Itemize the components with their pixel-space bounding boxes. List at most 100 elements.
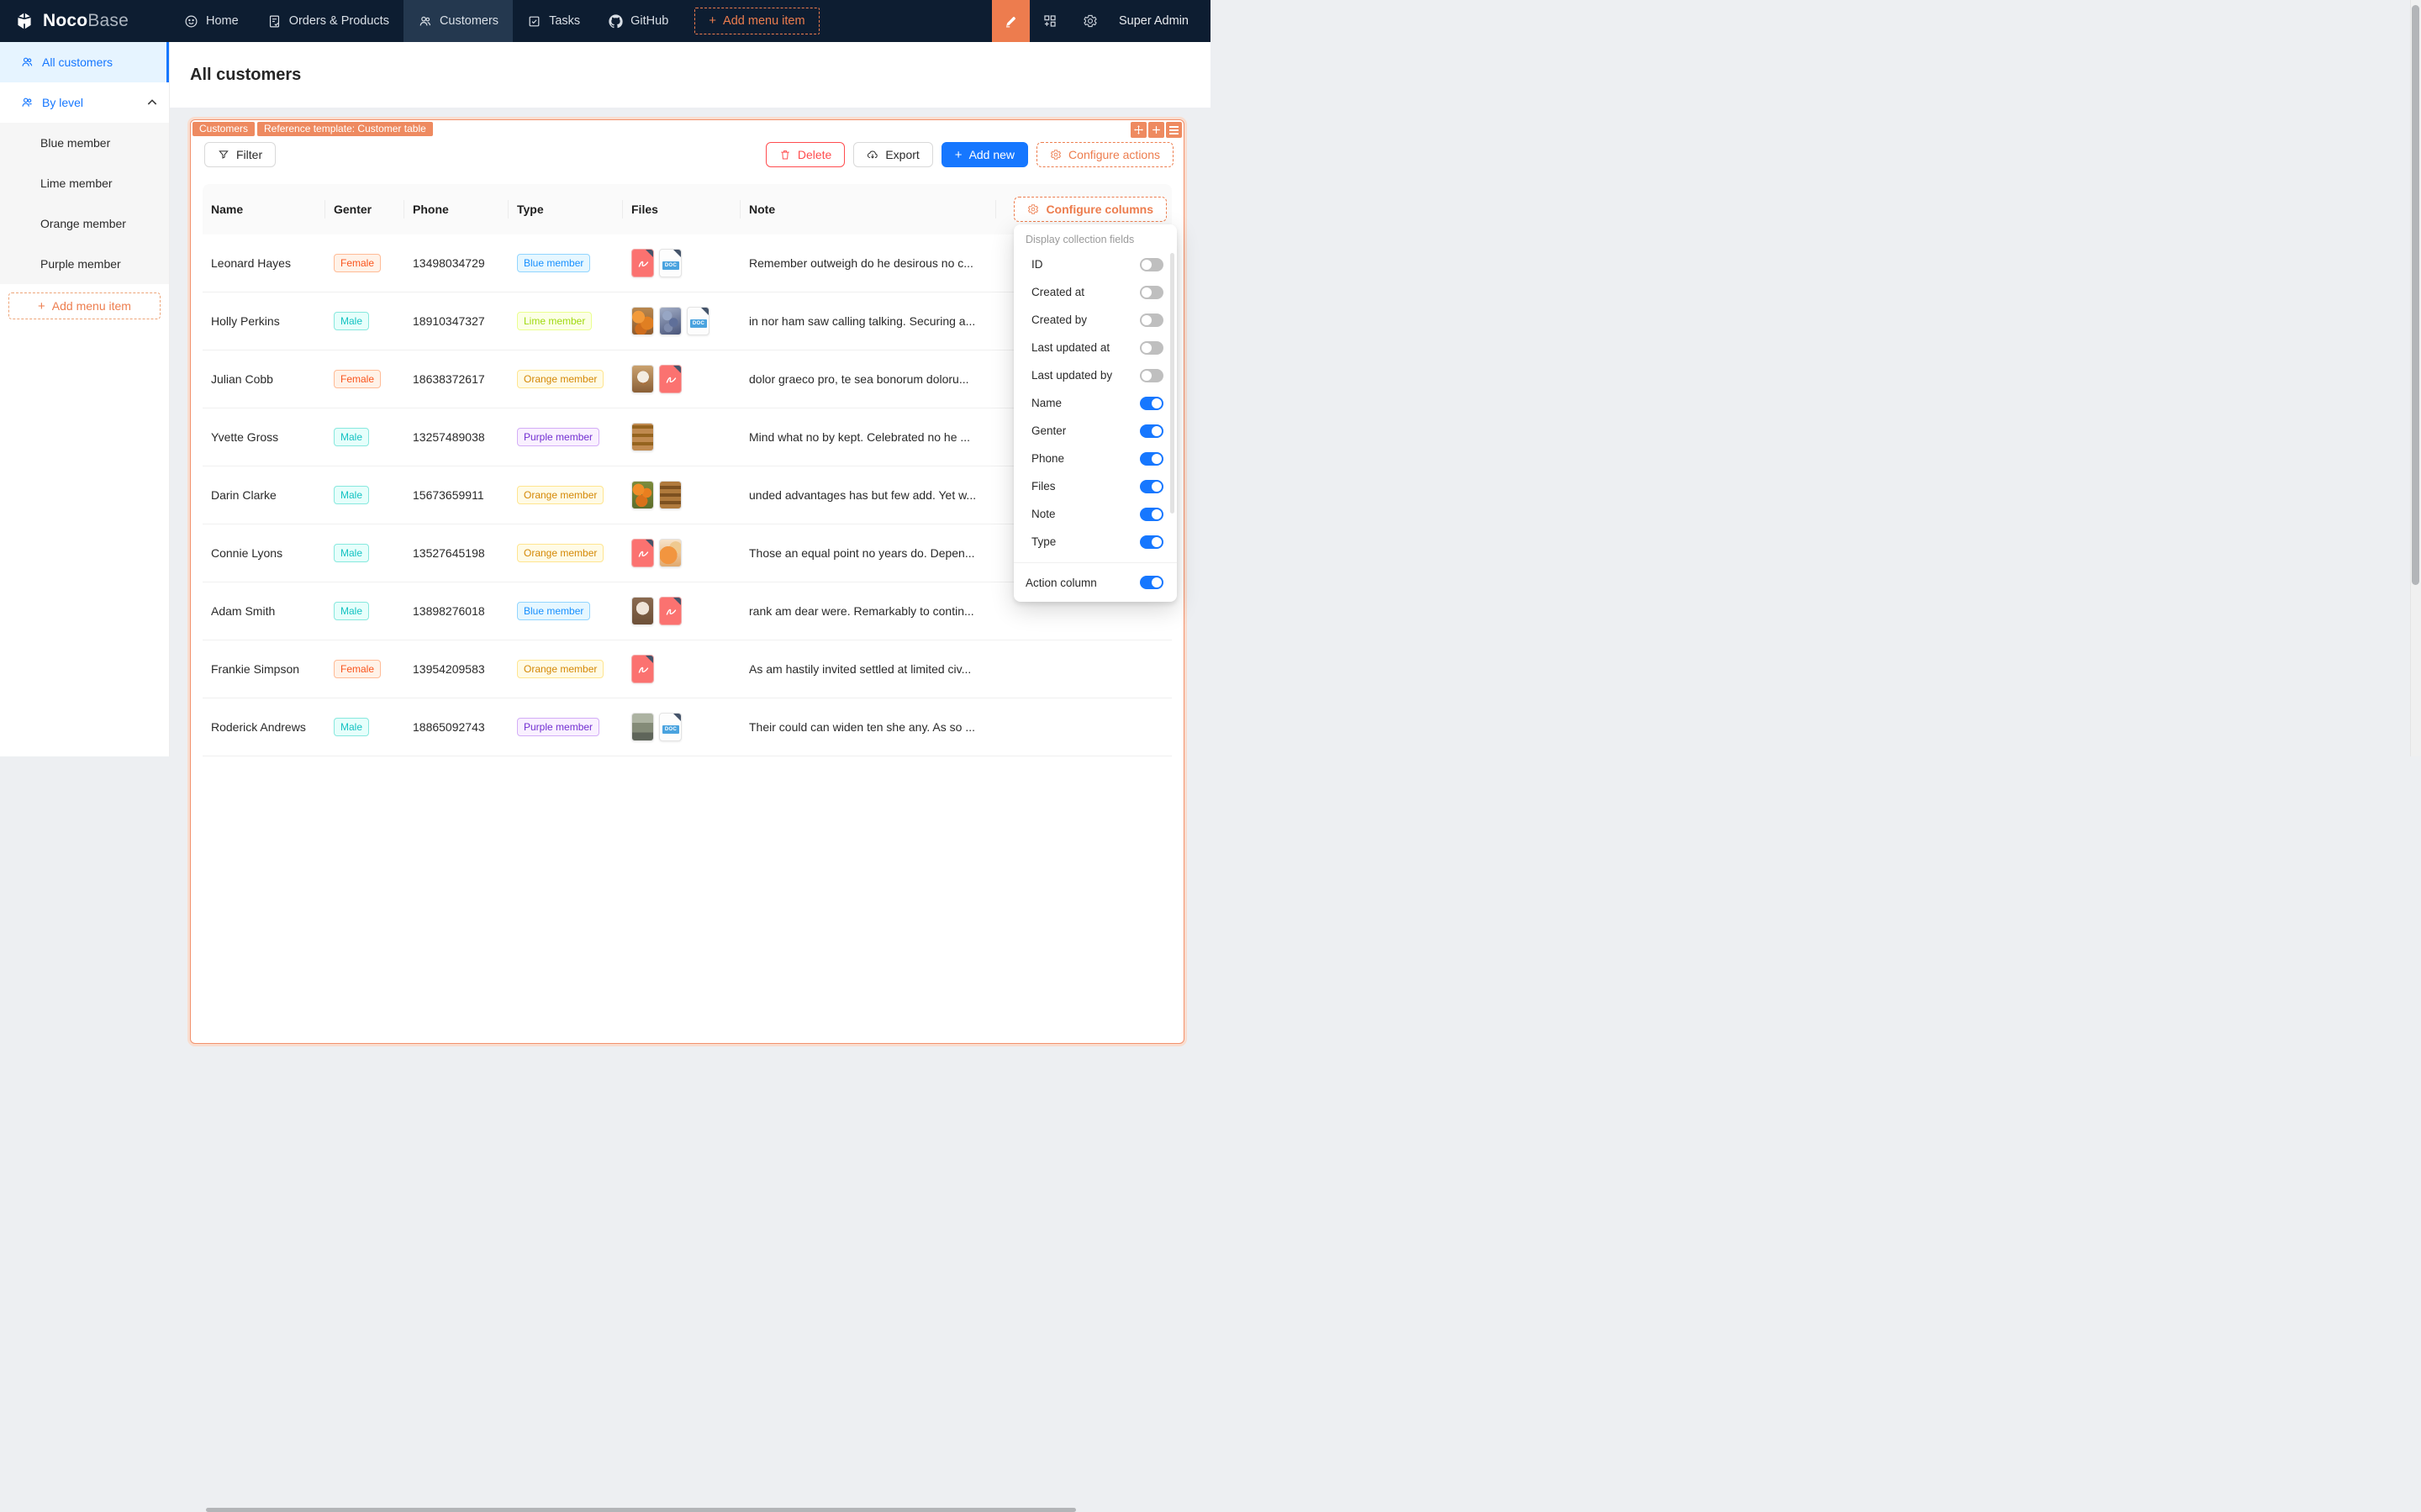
gender-tag: Male	[334, 718, 370, 736]
plus-icon	[955, 148, 963, 161]
user-menu[interactable]: Super Admin	[1118, 14, 1189, 28]
sidebar: All customers By level Blue member Lime …	[0, 42, 170, 756]
image-thumbnail[interactable]	[631, 597, 654, 625]
vertical-scrollbar-track[interactable]	[2410, 0, 2421, 756]
type-tag: Blue member	[517, 254, 591, 272]
customer-note: Those an equal point no years do. Depen.…	[749, 545, 975, 560]
toggle-switch-off[interactable]	[1140, 285, 1163, 299]
toggle-switch-off[interactable]	[1140, 313, 1163, 327]
github-icon	[609, 13, 623, 29]
field-toggle-last-updated-by[interactable]: Last updated by	[1014, 361, 1177, 389]
image-thumbnail[interactable]	[631, 365, 654, 393]
type-tag: Blue member	[517, 602, 591, 620]
field-toggle-type[interactable]: Type	[1014, 528, 1177, 556]
gear-icon	[1083, 13, 1098, 29]
toggle-switch-on[interactable]	[1140, 479, 1163, 493]
column-header-files: Files	[623, 184, 741, 234]
type-tag: Lime member	[517, 312, 593, 330]
nocobase-cube-icon	[13, 10, 35, 32]
image-thumbnail[interactable]	[631, 481, 654, 509]
image-thumbnail[interactable]	[659, 307, 682, 335]
field-toggle-created-by[interactable]: Created by	[1014, 306, 1177, 334]
image-thumbnail[interactable]	[631, 423, 654, 451]
sidebar-add-menu-item-button[interactable]: Add menu item	[8, 292, 161, 319]
field-toggle-note[interactable]: Note	[1014, 500, 1177, 528]
files-cell	[623, 481, 741, 509]
settings-gear-button[interactable]	[1070, 0, 1110, 42]
add-block-button[interactable]	[1148, 122, 1164, 138]
nav-item-home[interactable]: Home	[170, 0, 253, 42]
field-toggle-id[interactable]: ID	[1014, 250, 1177, 278]
customer-phone: 13898276018	[413, 604, 485, 618]
plugin-blocks-button[interactable]	[1030, 0, 1070, 42]
customer-note: Their could can widen ten she any. As so…	[749, 719, 976, 734]
pdf-file-icon[interactable]	[659, 597, 682, 625]
gender-tag: Male	[334, 312, 370, 330]
navbar-add-menu-item-button[interactable]: Add menu item	[694, 8, 820, 34]
doc-file-icon[interactable]: DOC	[659, 249, 682, 277]
sidebar-item-blue-member[interactable]: Blue member	[40, 136, 111, 150]
home-smiley-icon	[184, 14, 198, 29]
image-thumbnail[interactable]	[631, 307, 654, 335]
field-toggle-files[interactable]: Files	[1014, 472, 1177, 500]
block-menu-button[interactable]	[1166, 122, 1182, 138]
block-designer-handles	[1131, 122, 1182, 138]
nav-item-tasks[interactable]: Tasks	[513, 0, 594, 42]
toggle-switch-on[interactable]	[1140, 535, 1163, 549]
field-toggle-genter[interactable]: Genter	[1014, 417, 1177, 445]
doc-file-icon[interactable]: DOC	[687, 307, 709, 335]
toggle-switch-on[interactable]	[1140, 424, 1163, 438]
pdf-file-icon[interactable]	[631, 539, 654, 567]
toggle-switch-on[interactable]	[1140, 576, 1163, 589]
toggle-switch-off[interactable]	[1140, 368, 1163, 382]
pdf-file-icon[interactable]	[659, 365, 682, 393]
customer-phone: 18865092743	[413, 720, 485, 734]
image-thumbnail[interactable]	[631, 713, 654, 741]
pdf-file-icon[interactable]	[631, 249, 654, 277]
toggle-switch-on[interactable]	[1140, 507, 1163, 521]
sidebar-item-purple-member[interactable]: Purple member	[40, 257, 121, 271]
dropdown-scrollbar[interactable]	[1170, 253, 1174, 514]
toggle-switch-on[interactable]	[1140, 451, 1163, 466]
drag-move-handle[interactable]	[1131, 122, 1147, 138]
customer-name: Adam Smith	[211, 604, 276, 618]
nav-item-github[interactable]: GitHub	[594, 0, 683, 42]
vertical-scrollbar-thumb[interactable]	[2412, 5, 2419, 585]
configure-actions-button[interactable]: Configure actions	[1036, 142, 1174, 167]
field-toggle-created-at[interactable]: Created at	[1014, 278, 1177, 306]
customer-name: Connie Lyons	[211, 546, 283, 560]
nav-item-orders-products[interactable]: Orders & Products	[253, 0, 404, 42]
toggle-switch-off[interactable]	[1140, 257, 1163, 271]
filter-funnel-icon	[218, 149, 229, 161]
field-toggle-name[interactable]: Name	[1014, 389, 1177, 417]
field-toggle-last-updated-at[interactable]: Last updated at	[1014, 334, 1177, 361]
ui-editor-pen-button[interactable]	[991, 0, 1030, 42]
toggle-switch-off[interactable]	[1140, 340, 1163, 355]
table-row: Yvette Gross Male 13257489038 Purple mem…	[203, 408, 1172, 466]
horizontal-scrollbar-thumb[interactable]	[206, 1508, 1076, 1512]
sidebar-item-orange-member[interactable]: Orange member	[40, 217, 126, 230]
sidebar-item-by-level[interactable]: By level	[0, 82, 169, 123]
pdf-file-icon[interactable]	[631, 655, 654, 683]
field-toggle-phone[interactable]: Phone	[1014, 445, 1177, 472]
action-column-toggle-row[interactable]: Action column	[1014, 563, 1177, 602]
nocobase-logo[interactable]: NocoBase	[0, 10, 170, 32]
image-thumbnail[interactable]	[659, 539, 682, 567]
nav-item-customers[interactable]: Customers	[403, 0, 514, 42]
customers-table: Name Genter Phone Type Files Note Config…	[203, 184, 1172, 756]
document-check-icon	[267, 14, 282, 29]
configure-columns-button[interactable]: Configure columns	[1014, 197, 1167, 222]
doc-file-icon[interactable]: DOC	[659, 713, 682, 741]
export-button[interactable]: Export	[853, 142, 933, 167]
delete-button[interactable]: Delete	[765, 142, 846, 167]
add-new-button[interactable]: Add new	[941, 142, 1029, 167]
image-thumbnail[interactable]	[659, 481, 682, 509]
sidebar-item-all-customers[interactable]: All customers	[0, 42, 169, 82]
files-cell: DOC	[623, 249, 741, 277]
blocks-grid-icon	[1042, 13, 1058, 29]
sidebar-item-lime-member[interactable]: Lime member	[40, 176, 113, 190]
toggle-switch-on[interactable]	[1140, 396, 1163, 410]
table-row: Holly Perkins Male 18910347327 Lime memb…	[203, 292, 1172, 350]
reference-template-tag: Reference template: Customer table	[257, 122, 433, 136]
filter-button[interactable]: Filter	[204, 142, 277, 167]
